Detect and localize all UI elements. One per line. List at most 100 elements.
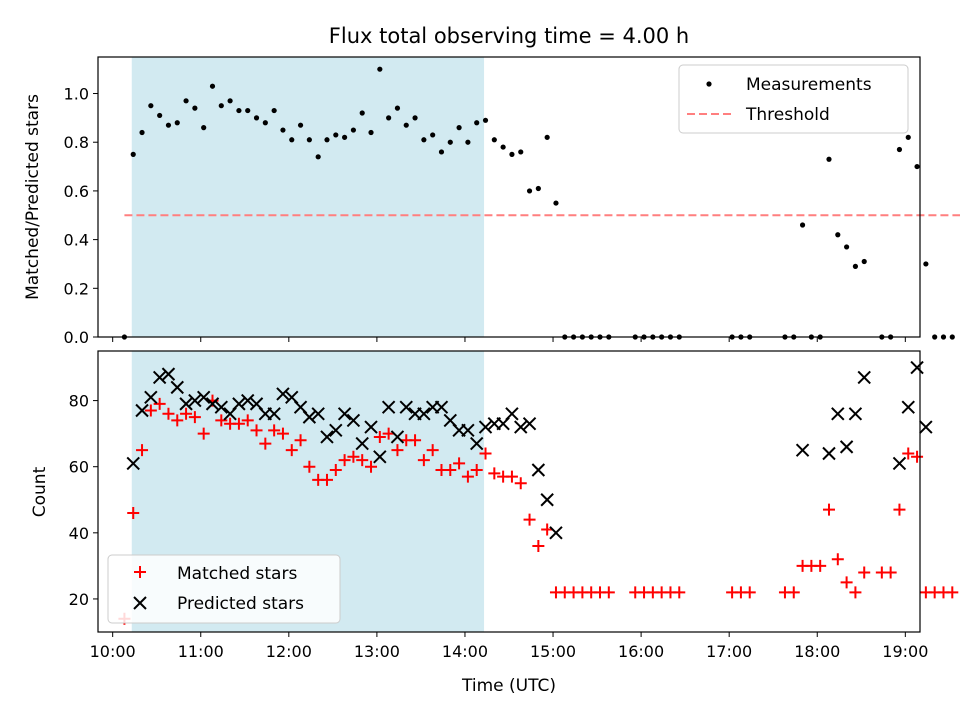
- measurement-point: [368, 129, 374, 136]
- legend-matched-label: Matched stars: [177, 564, 297, 584]
- predicted-star-point: [399, 400, 413, 414]
- predicted-star-point: [478, 420, 493, 434]
- predicted-star-point: [232, 397, 246, 411]
- measurement-point: [174, 120, 180, 126]
- bottom-ytick-label: 20: [69, 590, 89, 609]
- legend-predicted-label: Predicted stars: [177, 594, 304, 614]
- matched-star-point: [303, 460, 316, 473]
- matched-star-point: [602, 586, 615, 599]
- measurement-point: [914, 163, 920, 170]
- bottom-ytick-label: 40: [69, 524, 89, 543]
- legend-measurements-marker: [706, 81, 712, 87]
- predicted-star-point: [381, 400, 396, 414]
- top-panel: 0.0 0.2 0.4 0.6 0.8 1.0 Matched/Predicted sta…: [23, 56, 960, 347]
- matched-star-point: [197, 427, 210, 440]
- matched-star-point: [241, 414, 254, 427]
- predicted-star-point: [355, 436, 369, 451]
- matched-star-point: [180, 407, 193, 420]
- predicted-star-point: [188, 393, 202, 408]
- matched-star-point: [840, 576, 853, 589]
- measurement-point: [165, 122, 172, 128]
- legend-threshold-label: Threshold: [745, 105, 830, 125]
- measurement-point: [342, 134, 348, 140]
- predicted-star-point: [434, 400, 449, 414]
- measurement-point: [324, 137, 330, 143]
- top-ytick-label: 1.0: [64, 85, 89, 104]
- matched-star-point: [171, 414, 184, 427]
- measurement-point: [139, 129, 145, 136]
- bottom-ytick-label: 80: [69, 392, 89, 411]
- predicted-star-point: [839, 440, 854, 454]
- measurement-point: [905, 134, 911, 140]
- top-legend: Measurements Threshold: [678, 64, 909, 134]
- bottom-x-ticks: 10:00 11:00 12:00 13:00 14:00 15:00 16:00 17:00…: [90, 632, 928, 661]
- legend-matched-marker: [134, 566, 146, 578]
- bottom-xtick-label: 18:00: [794, 642, 840, 661]
- measurement-point: [923, 261, 929, 267]
- matched-star-point: [505, 470, 518, 483]
- predicted-star-point: [540, 493, 554, 507]
- measurement-point: [403, 122, 409, 128]
- measurement-point: [280, 127, 286, 133]
- bottom-xtick-label: 15:00: [530, 642, 576, 661]
- predicted-star-point: [346, 413, 361, 428]
- measurement-point: [262, 120, 268, 126]
- measurement-point: [826, 156, 832, 162]
- top-ytick-label: 0.0: [64, 328, 89, 347]
- matched-star-point: [902, 447, 915, 460]
- matched-star-point: [276, 427, 289, 440]
- top-marks: [121, 66, 960, 340]
- measurement-point: [148, 103, 154, 109]
- predicted-star-point: [505, 407, 519, 421]
- bottom-xtick-label: 16:00: [618, 642, 664, 661]
- measurement-point: [218, 103, 224, 109]
- bottom-legend-box: [107, 554, 341, 624]
- measurement-point: [509, 151, 515, 157]
- bottom-xtick-label: 17:00: [706, 642, 752, 661]
- matched-star-point: [373, 430, 386, 443]
- bottom-xtick-label: 10:00: [90, 642, 136, 661]
- measurement-point: [932, 334, 938, 340]
- bottom-marks: [118, 360, 959, 625]
- predicted-star-point: [267, 407, 281, 421]
- measurement-point: [949, 334, 955, 340]
- matched-star-point: [382, 427, 395, 440]
- top-axes-frame: [97, 56, 921, 338]
- measurement-point: [438, 149, 445, 155]
- measurement-point: [297, 122, 304, 128]
- measurement-point: [306, 137, 312, 143]
- measurement-point: [271, 107, 277, 114]
- bottom-y-ticks: 20 40 60 80: [69, 392, 98, 609]
- matched-star-point: [461, 470, 474, 483]
- chart-title: Flux total observing time = 4.00 h: [329, 24, 689, 48]
- predicted-star-point: [795, 443, 810, 457]
- measurement-point: [227, 98, 233, 104]
- measurement-point: [350, 127, 357, 133]
- measurement-point: [447, 139, 453, 145]
- bottom-axes-frame: [97, 350, 921, 633]
- matched-star-point: [259, 437, 272, 450]
- matched-star-point: [285, 444, 298, 457]
- matched-star-point: [127, 506, 140, 519]
- predicted-star-point: [857, 370, 871, 385]
- measurement-point: [192, 105, 198, 111]
- matched-star-point: [470, 464, 483, 477]
- predicted-star-point: [373, 450, 387, 464]
- measurement-point: [553, 200, 559, 206]
- matched-star-point: [294, 434, 307, 447]
- measurement-point: [852, 263, 859, 269]
- matched-star-point: [858, 566, 871, 579]
- matched-star-point: [153, 397, 166, 410]
- matched-star-point: [162, 407, 175, 420]
- predicted-star-point: [514, 420, 528, 434]
- matched-star-point: [946, 586, 959, 599]
- measurement-point: [518, 149, 524, 155]
- predicted-star-point: [892, 456, 907, 471]
- bottom-xtick-label: 13:00: [354, 642, 400, 661]
- measurement-point: [526, 188, 533, 194]
- matched-star-point: [814, 559, 827, 572]
- matched-star-point: [426, 444, 439, 457]
- matched-star-point: [532, 540, 545, 553]
- matched-star-point: [329, 464, 342, 477]
- top-ytick-label: 0.4: [64, 231, 89, 250]
